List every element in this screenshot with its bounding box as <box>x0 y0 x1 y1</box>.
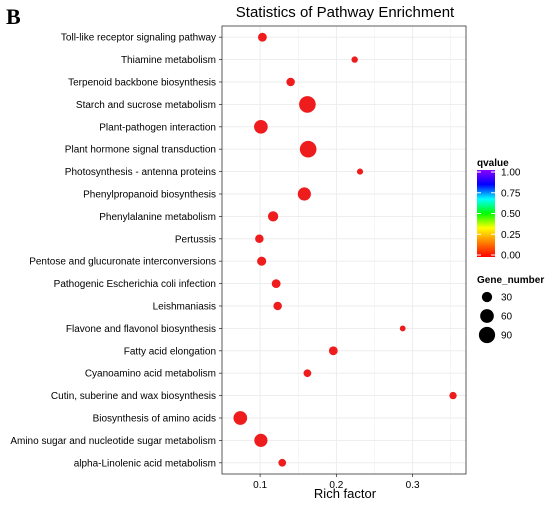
y-tick-label: Photosynthesis - antenna proteins <box>65 167 216 178</box>
qvalue-colorbar <box>477 170 495 257</box>
gene-number-legend-dot <box>478 326 496 344</box>
data-point <box>286 77 295 87</box>
y-tick-label: Amino sugar and nucleotide sugar metabol… <box>10 436 216 447</box>
data-points <box>233 32 457 467</box>
gene-number-legend-title: Gene_number <box>477 275 544 286</box>
y-tick-label: Cyanoamino acid metabolism <box>85 369 216 380</box>
data-point <box>356 168 364 175</box>
colorbar-tick-label: 0.75 <box>501 188 521 199</box>
qvalue-legend-title: qvalue <box>477 158 509 169</box>
data-point <box>254 119 268 134</box>
data-point <box>271 279 281 289</box>
y-tick-label: Phenylalanine metabolism <box>99 212 216 223</box>
y-tick-label: Plant-pathogen interaction <box>99 122 216 133</box>
y-tick-label: Flavone and flavonol biosynthesis <box>66 324 216 335</box>
plot-area <box>221 25 467 475</box>
x-tick-label: 0.1 <box>253 480 267 491</box>
data-point <box>267 211 279 222</box>
data-point <box>258 32 267 42</box>
qvalue-legend: qvalue 1.00 0.75 0.50 0.25 0.00 <box>477 158 521 262</box>
data-point <box>254 433 268 447</box>
y-tick-label: Pathogenic Escherichia coli infection <box>54 279 216 290</box>
colorbar-tick-label: 0.50 <box>501 209 521 220</box>
gene-number-legend-dot <box>481 291 493 303</box>
gene-number-legend-dot <box>480 309 494 323</box>
data-point <box>299 96 316 113</box>
gene-number-legend: Gene_number 30 60 90 <box>477 275 544 344</box>
gene-number-legend-label: 60 <box>501 312 513 323</box>
data-point <box>299 140 317 158</box>
y-tick-label: Pertussis <box>175 234 216 245</box>
y-tick-label: Fatty acid elongation <box>124 346 216 357</box>
gene-number-legend-label: 90 <box>501 331 513 342</box>
y-tick-label: Toll-like receptor signaling pathway <box>61 33 216 44</box>
data-point <box>255 234 264 244</box>
y-tick-label: Cutin, suberine and wax biosynthesis <box>51 391 216 402</box>
y-tick-label: Starch and sucrose metabolism <box>76 100 216 111</box>
data-point <box>449 391 457 400</box>
x-tick-label: 0.2 <box>329 480 343 491</box>
colorbar-tick-label: 0.25 <box>501 230 521 241</box>
x-tick-label: 0.3 <box>406 480 420 491</box>
colorbar-tick-label: 0.00 <box>501 251 521 262</box>
panel-letter: B <box>6 4 21 29</box>
gene-number-legend-keys: 30 60 90 <box>478 291 513 344</box>
colorbar-tick-label: 1.00 <box>501 168 521 179</box>
data-point <box>328 346 338 356</box>
y-tick-label: alpha-Linolenic acid metabolism <box>74 458 216 469</box>
panel-background <box>222 26 466 474</box>
data-point <box>303 369 312 378</box>
panel-border <box>221 25 467 475</box>
data-point <box>399 325 406 332</box>
y-tick-label: Terpenoid backbone biosynthesis <box>68 78 216 89</box>
y-axis-category-labels: Toll-like receptor signaling pathway Thia… <box>10 33 222 469</box>
y-tick-label: Biosynthesis of amino acids <box>93 414 216 425</box>
y-tick-label: Phenylpropanoid biosynthesis <box>83 190 216 201</box>
y-tick-label: Thiamine metabolism <box>121 55 216 66</box>
x-axis-ticks: 0.1 0.2 0.3 <box>253 474 420 491</box>
data-point <box>273 301 282 311</box>
data-point <box>278 458 287 467</box>
y-tick-label: Leishmaniasis <box>153 302 216 313</box>
gene-number-legend-label: 30 <box>501 293 513 304</box>
data-point <box>351 56 358 63</box>
chart-title: Statistics of Pathway Enrichment <box>236 4 455 21</box>
data-point <box>233 411 248 425</box>
data-point <box>257 256 267 266</box>
y-tick-label: Plant hormone signal transduction <box>65 145 216 156</box>
y-tick-label: Pentose and glucuronate interconversions <box>29 257 216 268</box>
qvalue-colorbar-ticks: 1.00 0.75 0.50 0.25 0.00 <box>477 168 521 262</box>
data-point <box>297 187 311 201</box>
x-axis-title: Rich factor <box>314 486 377 501</box>
